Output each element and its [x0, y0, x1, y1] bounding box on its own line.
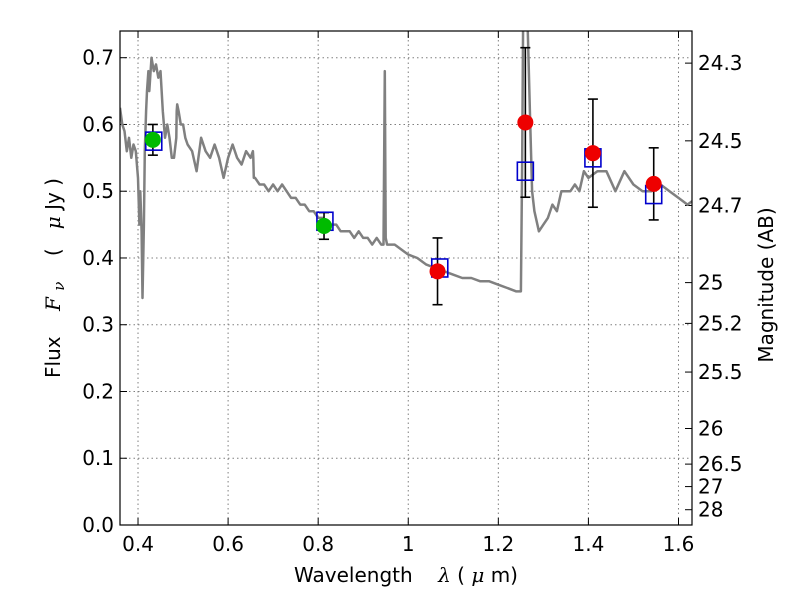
y-axis-unit-close: Jy ) — [41, 178, 65, 212]
x-tick-label: 1.4 — [573, 532, 605, 556]
synthetic-photometry-square — [516, 161, 535, 181]
nir-detection-point — [429, 263, 446, 280]
nir-detection-point — [517, 114, 534, 131]
plot-frame — [119, 30, 693, 526]
y-tick-label: 0.0 — [82, 513, 114, 537]
photometry-markers — [144, 114, 663, 280]
right-tick-label: 26 — [698, 417, 723, 441]
y-tick-label: 0.7 — [82, 46, 114, 70]
model-spectrum-line — [120, 31, 692, 300]
y-tick-label: 0.3 — [82, 313, 114, 337]
grid-lines — [120, 31, 692, 526]
x-tick-label: 0.6 — [212, 532, 244, 556]
right-tick-label: 26.5 — [698, 452, 743, 476]
svg-text:Wavelength λ: Wavelength λ ( μ m) — [294, 563, 518, 587]
y-tick-label: 0.5 — [82, 179, 114, 203]
optical-detection-point — [316, 217, 333, 234]
right-tick-label: 24.5 — [698, 129, 743, 153]
y-tick-label: 0.2 — [82, 379, 114, 403]
x-axis-label: Wavelength λ ( μ m) — [294, 563, 518, 587]
right-tick-label: 25.5 — [698, 360, 743, 384]
right-tick-label: 25.2 — [698, 311, 743, 335]
x-tick-label: 0.8 — [302, 532, 334, 556]
right-tick-label: 27 — [698, 475, 723, 499]
x-axis-symbol: λ — [437, 563, 451, 587]
y-axis-label-text: Flux — [41, 336, 65, 378]
x-tick-label: 0.4 — [122, 532, 154, 556]
y-axis-label: Flux F ν ( μ Jy ) — [41, 178, 69, 378]
x-axis-unit-mu: μ — [471, 563, 484, 587]
x-axis-label-text: Wavelength — [294, 563, 413, 587]
x-axis-unit-open: ( — [457, 563, 465, 587]
y-tick-label: 0.4 — [82, 246, 114, 270]
right-tick-label: 24.7 — [698, 193, 743, 217]
x-tick-label: 1.2 — [482, 532, 514, 556]
right-axis-label: Magnitude (AB) — [754, 207, 778, 362]
x-tick-label: 1.6 — [663, 532, 695, 556]
y-tick-label: 0.6 — [82, 112, 114, 136]
right-tick-label: 28 — [698, 498, 723, 522]
nir-detection-point — [645, 175, 662, 192]
y-tick-label: 0.1 — [82, 446, 114, 470]
axis-ticks — [120, 31, 692, 526]
y-axis-unit-mu: μ — [41, 216, 65, 229]
x-tick-label: 1 — [402, 532, 415, 556]
y-axis-symbol: F — [41, 296, 65, 312]
optical-detection-point — [144, 131, 161, 148]
nir-detection-point — [584, 145, 601, 162]
x-axis-unit-close: m) — [491, 563, 518, 587]
right-tick-label: 25 — [698, 271, 723, 295]
right-tick-label: 24.3 — [698, 51, 743, 75]
svg-text:Flux F ν: Flux F ν ( μ Jy ) — [41, 178, 69, 378]
y-axis-subscript: ν — [50, 282, 68, 291]
y-axis-unit-open: ( — [41, 248, 65, 256]
model-spectrum-group — [120, 31, 692, 300]
